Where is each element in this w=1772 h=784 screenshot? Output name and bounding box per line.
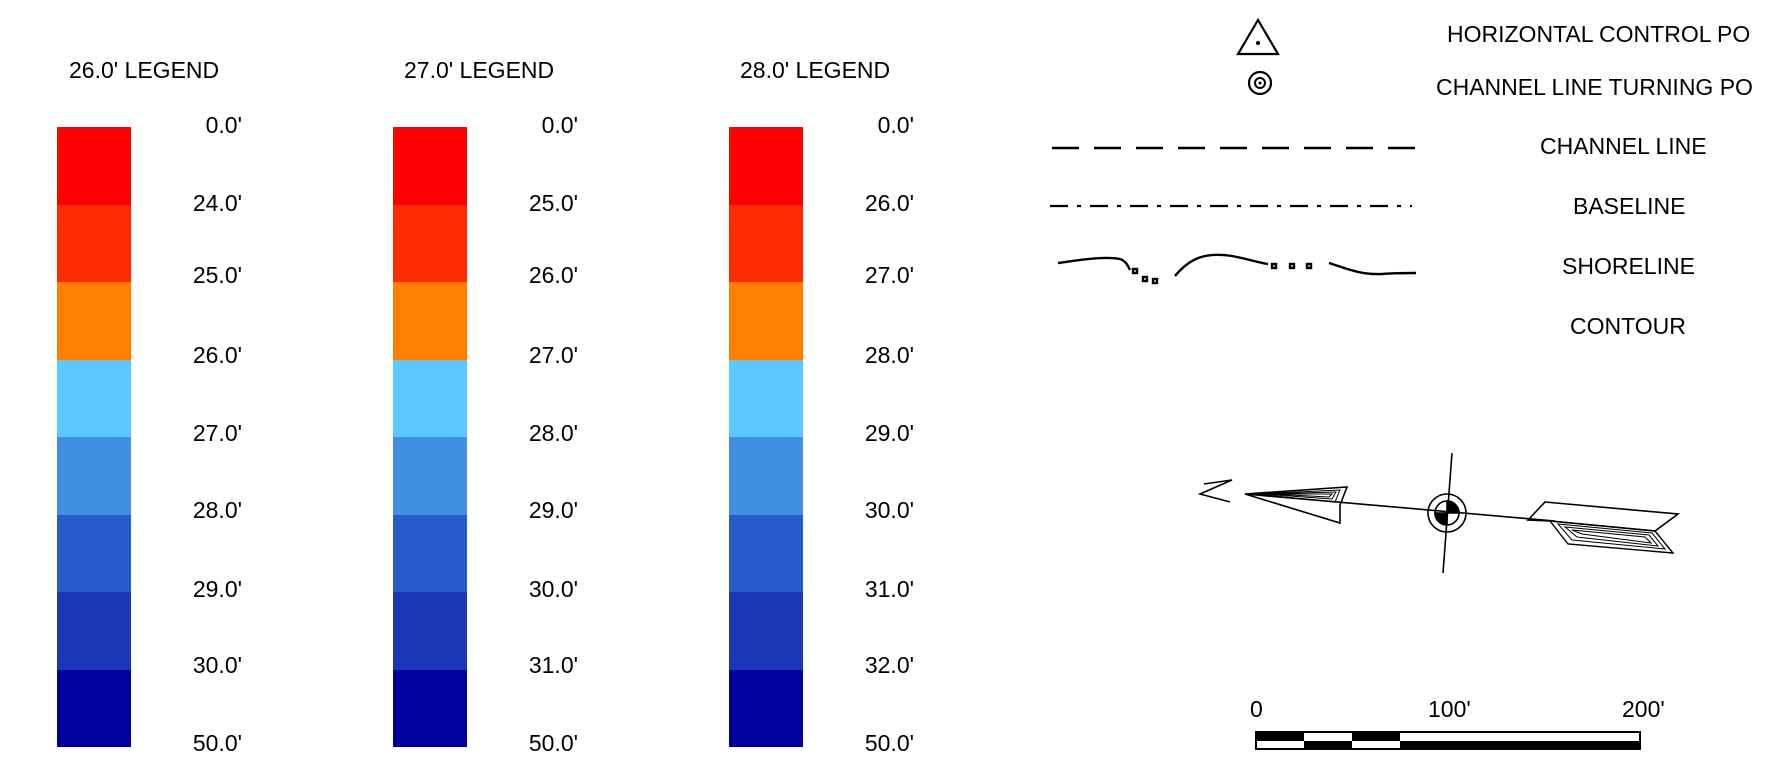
color-swatch: [393, 359, 467, 437]
depth-label: 30.0': [528, 576, 578, 602]
color-swatch: [57, 514, 131, 592]
color-swatch: [57, 669, 131, 747]
scale-bar: [1255, 731, 1641, 750]
depth-label: 31.0': [528, 652, 578, 678]
turning-point-icon: [1247, 70, 1273, 96]
depth-label: 29.0': [192, 576, 242, 602]
shoreline-label: SHORELINE: [1562, 253, 1695, 279]
color-swatch: [393, 204, 467, 282]
color-swatch: [729, 359, 803, 437]
depth-label: 27.0': [528, 342, 578, 368]
color-swatch: [729, 282, 803, 360]
depth-label: 0.0': [541, 112, 578, 138]
color-swatch: [729, 514, 803, 592]
channel-line-label: CHANNEL LINE: [1540, 133, 1707, 159]
north-arrow-icon: [1197, 452, 1681, 574]
color-swatch: [729, 204, 803, 282]
legend-title: 27.0' LEGEND: [404, 57, 555, 83]
depth-legend-27: 27.0' LEGEND 0.0' 25.0' 26.0' 27.0' 28.0' 29.…: [393, 0, 623, 784]
color-swatch: [393, 514, 467, 592]
depth-label: 27.0': [864, 262, 914, 288]
color-ramp: [393, 127, 467, 747]
depth-label: 26.0': [528, 262, 578, 288]
depth-label: 29.0': [864, 420, 914, 446]
color-ramp: [729, 127, 803, 747]
depth-label: 0.0': [205, 112, 242, 138]
depth-label: 50.0': [192, 730, 242, 756]
color-swatch: [57, 127, 131, 205]
depth-label: 30.0': [192, 652, 242, 678]
color-swatch: [729, 592, 803, 670]
scale-label-0: 0: [1250, 696, 1263, 722]
depth-legend-28: 28.0' LEGEND 0.0' 26.0' 27.0' 28.0' 29.0' 30.…: [729, 0, 959, 784]
color-swatch: [393, 127, 467, 205]
color-swatch: [57, 592, 131, 670]
legend-title: 26.0' LEGEND: [69, 57, 220, 83]
depth-label: 27.0': [192, 420, 242, 446]
color-swatch: [57, 359, 131, 437]
color-swatch: [57, 282, 131, 360]
depth-label: 25.0': [192, 262, 242, 288]
depth-label: 50.0': [528, 730, 578, 756]
depth-legend-26: 26.0' LEGEND 0.0' 24.0' 25.0' 26.0' 27.0' 28.…: [57, 0, 287, 784]
legend-title: 28.0' LEGEND: [740, 57, 891, 83]
color-swatch: [393, 592, 467, 670]
color-swatch: [729, 127, 803, 205]
depth-label: 28.0': [192, 497, 242, 523]
color-swatch: [729, 437, 803, 515]
color-ramp: [57, 127, 131, 747]
depth-label: 26.0': [192, 342, 242, 368]
depth-label: 31.0': [864, 576, 914, 602]
depth-label: 0.0': [877, 112, 914, 138]
color-swatch: [393, 669, 467, 747]
horizontal-control-label: HORIZONTAL CONTROL PO: [1447, 21, 1751, 47]
shoreline-symbol: [1057, 253, 1417, 285]
depth-label: 32.0': [864, 652, 914, 678]
depth-label: 50.0': [864, 730, 914, 756]
depth-label: 26.0': [864, 190, 914, 216]
color-swatch: [393, 437, 467, 515]
scale-label-200: 200': [1622, 696, 1665, 722]
depth-label: 28.0': [864, 342, 914, 368]
depth-label: 29.0': [528, 497, 578, 523]
contour-label: CONTOUR: [1570, 313, 1686, 339]
color-swatch: [57, 204, 131, 282]
baseline-label: BASELINE: [1573, 193, 1686, 219]
channel-turning-label: CHANNEL LINE TURNING PO: [1436, 74, 1753, 100]
color-swatch: [393, 282, 467, 360]
depth-label: 25.0': [528, 190, 578, 216]
depth-label: 30.0': [864, 497, 914, 523]
depth-label: 24.0': [192, 190, 242, 216]
scale-label-100: 100': [1428, 696, 1471, 722]
depth-label: 28.0': [528, 420, 578, 446]
color-swatch: [729, 669, 803, 747]
horizontal-control-icon: [1236, 17, 1280, 56]
color-swatch: [57, 437, 131, 515]
